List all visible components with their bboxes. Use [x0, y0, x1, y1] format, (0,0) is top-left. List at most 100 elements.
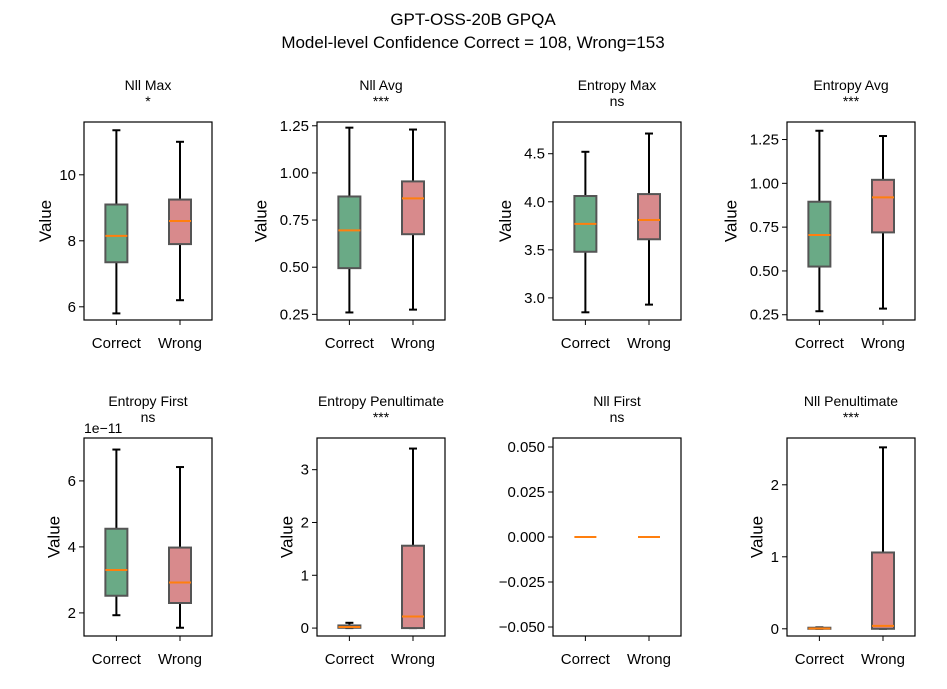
subplot-title: Entropy Avg — [813, 77, 888, 93]
y-tick-label: 1.25 — [280, 118, 309, 135]
y-offset-label: 1e−11 — [84, 420, 122, 436]
box-wrong — [401, 447, 425, 630]
box-correct — [337, 621, 362, 630]
y-tick-label: 0.25 — [280, 306, 309, 323]
x-tick-label: Wrong — [627, 651, 671, 668]
y-tick-label: 0.050 — [507, 439, 545, 456]
subplot-4: Entropy Avg*** 0.25 0.50 0.75 1.00 1.25 Value C… — [722, 77, 916, 352]
subplot-title: Nll First — [593, 393, 641, 409]
significance-label: * — [145, 93, 151, 109]
box-correct — [573, 150, 598, 314]
x-tick-label: Correct — [795, 335, 845, 352]
subplot-title: Entropy Penultimate — [318, 393, 444, 409]
y-tick-label: 3.5 — [524, 242, 545, 259]
y-tick-label: 1 — [771, 549, 779, 566]
y-tick-label: 0.25 — [750, 307, 779, 324]
figure-title-line2: Model-level Confidence Correct = 108, Wr… — [281, 33, 664, 52]
y-tick-label: 1.00 — [750, 175, 779, 192]
subplot-2: Nll Avg*** 0.25 0.50 0.75 1.00 1.25 Value Corre… — [252, 77, 446, 352]
axes-frame — [83, 437, 213, 637]
iqr-box — [104, 203, 129, 264]
y-tick-label: 0.000 — [507, 529, 545, 546]
box-correct — [104, 448, 129, 617]
axes-frame — [786, 437, 916, 637]
y-tick-label: 4.0 — [524, 194, 545, 211]
y-tick-label: −0.025 — [499, 574, 545, 591]
y-tick-label: 2 — [301, 514, 309, 531]
box-wrong — [168, 466, 192, 629]
y-tick-label: 0.50 — [280, 259, 309, 276]
subplot-title: Nll Penultimate — [804, 393, 898, 409]
subplot-title: Entropy First — [108, 393, 187, 409]
y-tick-label: 0 — [771, 621, 779, 638]
box-wrong — [401, 128, 425, 311]
y-tick-label: 1 — [301, 567, 309, 584]
iqr-box — [401, 544, 425, 630]
x-tick-label: Wrong — [158, 335, 202, 352]
subplot-title: Nll Avg — [359, 77, 402, 93]
axes-frame — [552, 121, 682, 321]
box-wrong — [637, 132, 661, 306]
box-wrong — [871, 446, 895, 630]
axes-frame — [552, 437, 682, 637]
x-tick-label: Wrong — [391, 335, 435, 352]
y-tick-label: 1.25 — [750, 132, 779, 149]
iqr-box — [104, 527, 129, 597]
box-wrong — [168, 140, 192, 302]
y-tick-label: −0.050 — [499, 619, 545, 636]
y-tick-label: 0.75 — [280, 212, 309, 229]
box-correct — [807, 129, 832, 313]
y-axis-label: Value — [36, 200, 55, 242]
y-tick-label: 0.50 — [750, 263, 779, 280]
axes-frame — [786, 121, 916, 321]
iqr-box — [871, 551, 895, 630]
y-tick-label: 10 — [59, 167, 76, 184]
box-wrong — [871, 135, 895, 310]
y-tick-label: 2 — [771, 477, 779, 494]
y-tick-label: 8 — [68, 233, 76, 250]
x-tick-label: Wrong — [861, 335, 905, 352]
y-tick-label: 3 — [301, 462, 309, 479]
x-tick-label: Correct — [795, 651, 845, 668]
iqr-box — [871, 178, 895, 234]
y-tick-label: 4 — [68, 539, 76, 556]
iqr-box — [337, 195, 362, 270]
axes-frame — [316, 121, 446, 321]
significance-label: ns — [610, 409, 625, 425]
significance-label: *** — [843, 409, 860, 425]
y-tick-label: 6 — [68, 473, 76, 490]
significance-label: *** — [843, 93, 860, 109]
axes-frame — [83, 121, 213, 321]
x-tick-label: Correct — [325, 651, 375, 668]
x-tick-label: Wrong — [627, 335, 671, 352]
y-axis-label: Value — [44, 516, 63, 558]
y-tick-label: 4.5 — [524, 146, 545, 163]
y-axis-label: Value — [722, 200, 741, 242]
x-tick-label: Wrong — [158, 651, 202, 668]
significance-label: ns — [610, 93, 625, 109]
x-tick-label: Correct — [92, 651, 142, 668]
x-tick-label: Wrong — [391, 651, 435, 668]
subplot-8: Nll Penultimate*** 0 1 2 Value Correct Wrong — [747, 393, 916, 668]
iqr-box — [401, 180, 425, 236]
iqr-box — [168, 546, 192, 604]
y-axis-label: Value — [277, 516, 296, 558]
y-tick-label: 2 — [68, 605, 76, 622]
x-tick-label: Correct — [325, 335, 375, 352]
y-tick-label: 0.75 — [750, 219, 779, 236]
y-tick-label: 6 — [68, 299, 76, 316]
x-tick-label: Correct — [561, 651, 611, 668]
x-tick-label: Wrong — [861, 651, 905, 668]
box-correct — [807, 626, 832, 630]
box-correct — [104, 129, 129, 315]
y-axis-label: Value — [747, 516, 766, 558]
subplot-6: Entropy Penultimate*** 0 1 2 3 Value Correct Wr… — [277, 393, 446, 668]
y-tick-label: 1.00 — [280, 165, 309, 182]
x-tick-label: Correct — [561, 335, 611, 352]
y-axis-label: Value — [496, 200, 515, 242]
y-tick-label: 3.0 — [524, 290, 545, 307]
